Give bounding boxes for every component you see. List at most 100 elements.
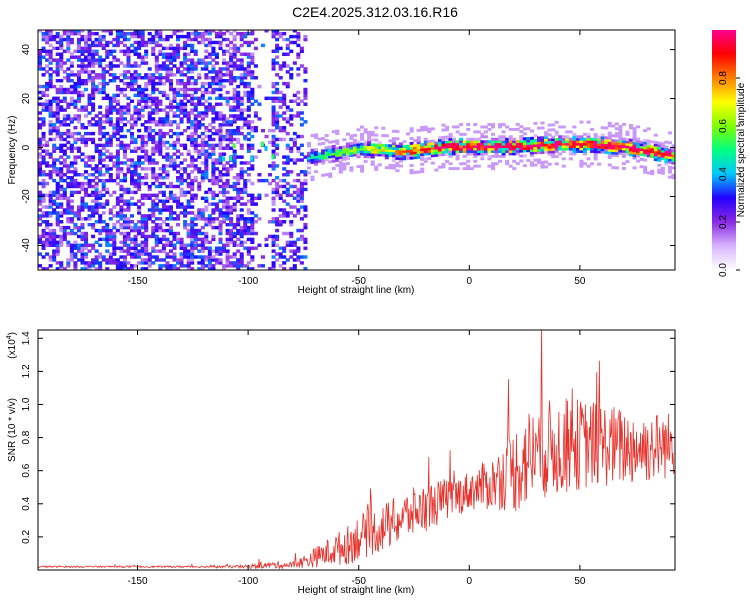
heatmap-cell bbox=[331, 154, 336, 158]
heatmap-cell bbox=[55, 243, 60, 247]
heatmap-cell bbox=[600, 143, 605, 147]
heatmap-cell bbox=[62, 114, 67, 118]
heatmap-cell bbox=[604, 143, 609, 147]
heatmap-cell bbox=[186, 93, 191, 98]
heatmap-cell bbox=[260, 43, 265, 48]
heatmap-cell bbox=[140, 243, 145, 247]
heatmap-cell bbox=[87, 99, 92, 103]
heatmap-cell bbox=[211, 220, 216, 224]
heatmap-cell bbox=[108, 231, 113, 236]
heatmap-cell bbox=[455, 142, 460, 146]
heatmap-cell bbox=[618, 127, 623, 131]
heatmap-cell bbox=[119, 30, 124, 33]
heatmap-cell bbox=[229, 205, 234, 209]
heatmap-cell bbox=[480, 152, 485, 156]
heatmap-cell bbox=[48, 78, 53, 83]
heatmap-cell bbox=[232, 120, 237, 124]
heatmap-cell bbox=[193, 237, 198, 242]
heatmap-cell bbox=[87, 61, 92, 65]
heatmap-cell bbox=[98, 205, 103, 209]
heatmap-cell bbox=[204, 158, 209, 162]
heatmap-cell bbox=[218, 81, 223, 86]
heatmap-cell bbox=[207, 258, 212, 262]
heatmap-cell bbox=[551, 145, 556, 149]
heatmap-cell bbox=[179, 152, 184, 156]
heatmap-cell bbox=[172, 64, 177, 68]
heatmap-cell bbox=[278, 96, 283, 101]
heatmap-cell bbox=[147, 217, 152, 221]
heatmap-cell bbox=[335, 156, 340, 160]
heatmap-cell bbox=[246, 55, 251, 59]
heatmap-cell bbox=[229, 76, 234, 80]
heatmap-cell bbox=[144, 220, 149, 224]
spectrogram-x-tick-label: -100 bbox=[238, 276, 258, 287]
heatmap-cell bbox=[69, 143, 74, 148]
heatmap-cell bbox=[52, 46, 57, 51]
heatmap-cell bbox=[101, 96, 106, 101]
heatmap-cell bbox=[416, 170, 421, 174]
heatmap-cell bbox=[154, 102, 159, 106]
heatmap-cell bbox=[225, 70, 230, 74]
heatmap-cell bbox=[229, 240, 234, 245]
heatmap-cell bbox=[66, 58, 71, 62]
heatmap-cell bbox=[547, 148, 552, 152]
heatmap-cell bbox=[176, 46, 181, 51]
heatmap-cell bbox=[55, 40, 60, 45]
heatmap-cell bbox=[473, 152, 478, 156]
heatmap-cell bbox=[183, 225, 188, 230]
heatmap-cell bbox=[84, 170, 89, 174]
heatmap-cell bbox=[296, 246, 301, 250]
heatmap-cell bbox=[137, 158, 142, 162]
heatmap-cell bbox=[204, 237, 209, 242]
heatmap-cell bbox=[200, 161, 205, 165]
heatmap-cell bbox=[593, 155, 598, 159]
heatmap-cell bbox=[122, 267, 127, 270]
heatmap-cell bbox=[377, 148, 382, 152]
heatmap-cell bbox=[112, 234, 117, 239]
heatmap-cell bbox=[94, 258, 99, 262]
heatmap-cell bbox=[660, 147, 665, 151]
heatmap-cell bbox=[76, 58, 81, 62]
heatmap-cell bbox=[197, 114, 202, 118]
heatmap-cell bbox=[558, 142, 563, 146]
heatmap-cell bbox=[66, 258, 71, 262]
heatmap-cell bbox=[158, 267, 163, 270]
heatmap-cell bbox=[133, 30, 138, 33]
heatmap-cell bbox=[490, 132, 496, 136]
heatmap-cell bbox=[122, 258, 127, 262]
heatmap-cell bbox=[544, 150, 549, 154]
heatmap-cell bbox=[296, 237, 301, 242]
heatmap-cell bbox=[101, 131, 106, 136]
heatmap-cell bbox=[246, 70, 251, 74]
heatmap-cell bbox=[547, 133, 552, 137]
heatmap-cell bbox=[59, 173, 64, 177]
heatmap-cell bbox=[183, 211, 188, 215]
heatmap-cell bbox=[246, 96, 251, 101]
heatmap-cell bbox=[73, 137, 78, 142]
heatmap-cell bbox=[278, 126, 283, 130]
heatmap-cell bbox=[271, 202, 276, 206]
heatmap-cell bbox=[533, 151, 538, 155]
heatmap-cell bbox=[94, 149, 99, 153]
heatmap-cell bbox=[229, 155, 233, 161]
heatmap-cell bbox=[38, 55, 43, 59]
heatmap-cell bbox=[643, 153, 648, 157]
heatmap-cell bbox=[671, 156, 675, 160]
heatmap-cell bbox=[172, 111, 177, 115]
heatmap-cell bbox=[625, 142, 630, 146]
heatmap-cell bbox=[604, 136, 609, 140]
heatmap-cell bbox=[214, 78, 219, 83]
heatmap-cell bbox=[289, 123, 294, 127]
heatmap-cell bbox=[197, 31, 202, 36]
heatmap-cell bbox=[101, 126, 106, 130]
heatmap-cell bbox=[423, 140, 428, 144]
heatmap-cell bbox=[48, 255, 53, 259]
heatmap-cell bbox=[232, 234, 237, 239]
heatmap-cell bbox=[87, 214, 92, 218]
heatmap-cell bbox=[158, 140, 163, 145]
heatmap-cell bbox=[41, 102, 46, 106]
heatmap-cell bbox=[48, 202, 53, 206]
heatmap-cell bbox=[636, 149, 641, 153]
heatmap-cell bbox=[144, 140, 149, 145]
heatmap-cell bbox=[190, 193, 195, 198]
